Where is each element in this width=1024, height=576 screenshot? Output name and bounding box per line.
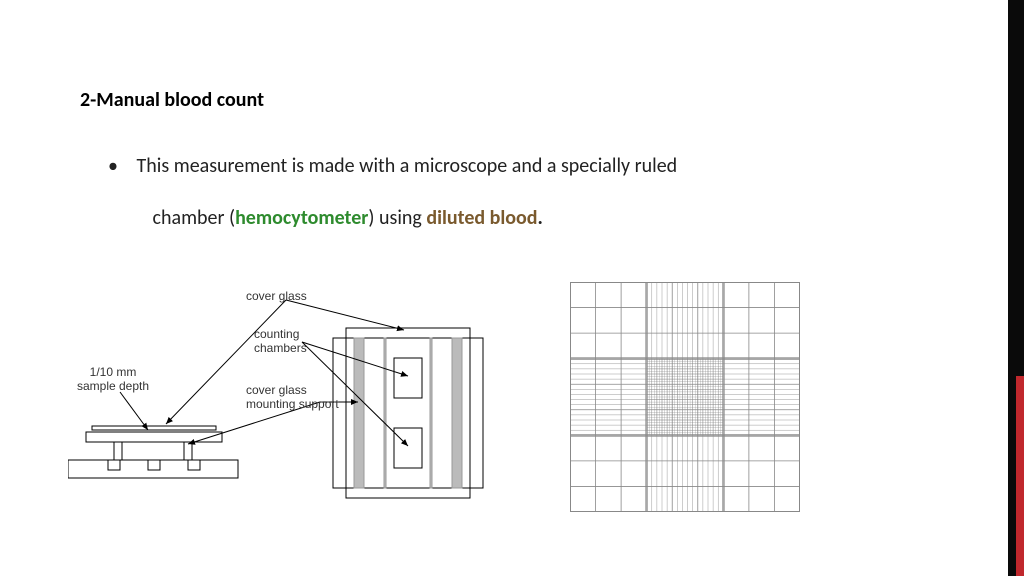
- label-counting-chambers: counting chambers: [254, 328, 307, 356]
- body-line2-b: ) using: [368, 206, 426, 230]
- period: .: [538, 206, 543, 230]
- bullet-dot: •: [108, 140, 132, 192]
- body-bullet: • This measurement is made with a micros…: [108, 140, 868, 244]
- counting-grid: [570, 282, 800, 512]
- slide-side-bar-red: [1016, 376, 1024, 576]
- label-cover-glass: cover glass: [246, 290, 307, 304]
- bullet-indent: [108, 192, 132, 244]
- slide-heading: 2-Manual blood count: [80, 88, 264, 112]
- heading-text: 2-Manual blood count: [80, 88, 264, 112]
- counting-grid-svg: [570, 282, 800, 512]
- diluted-blood-word: diluted blood: [426, 206, 537, 230]
- label-sample-depth: 1/10 mm sample depth: [74, 366, 152, 394]
- hemocytometer-word: hemocytometer: [235, 206, 368, 230]
- body-line2-a: chamber (: [137, 206, 236, 230]
- hemocytometer-diagram: 1/10 mm sample depth cover glass countin…: [68, 280, 488, 510]
- label-mounting-support: cover glass mounting support: [246, 384, 339, 412]
- body-line1: This measurement is made with a microsco…: [137, 154, 678, 178]
